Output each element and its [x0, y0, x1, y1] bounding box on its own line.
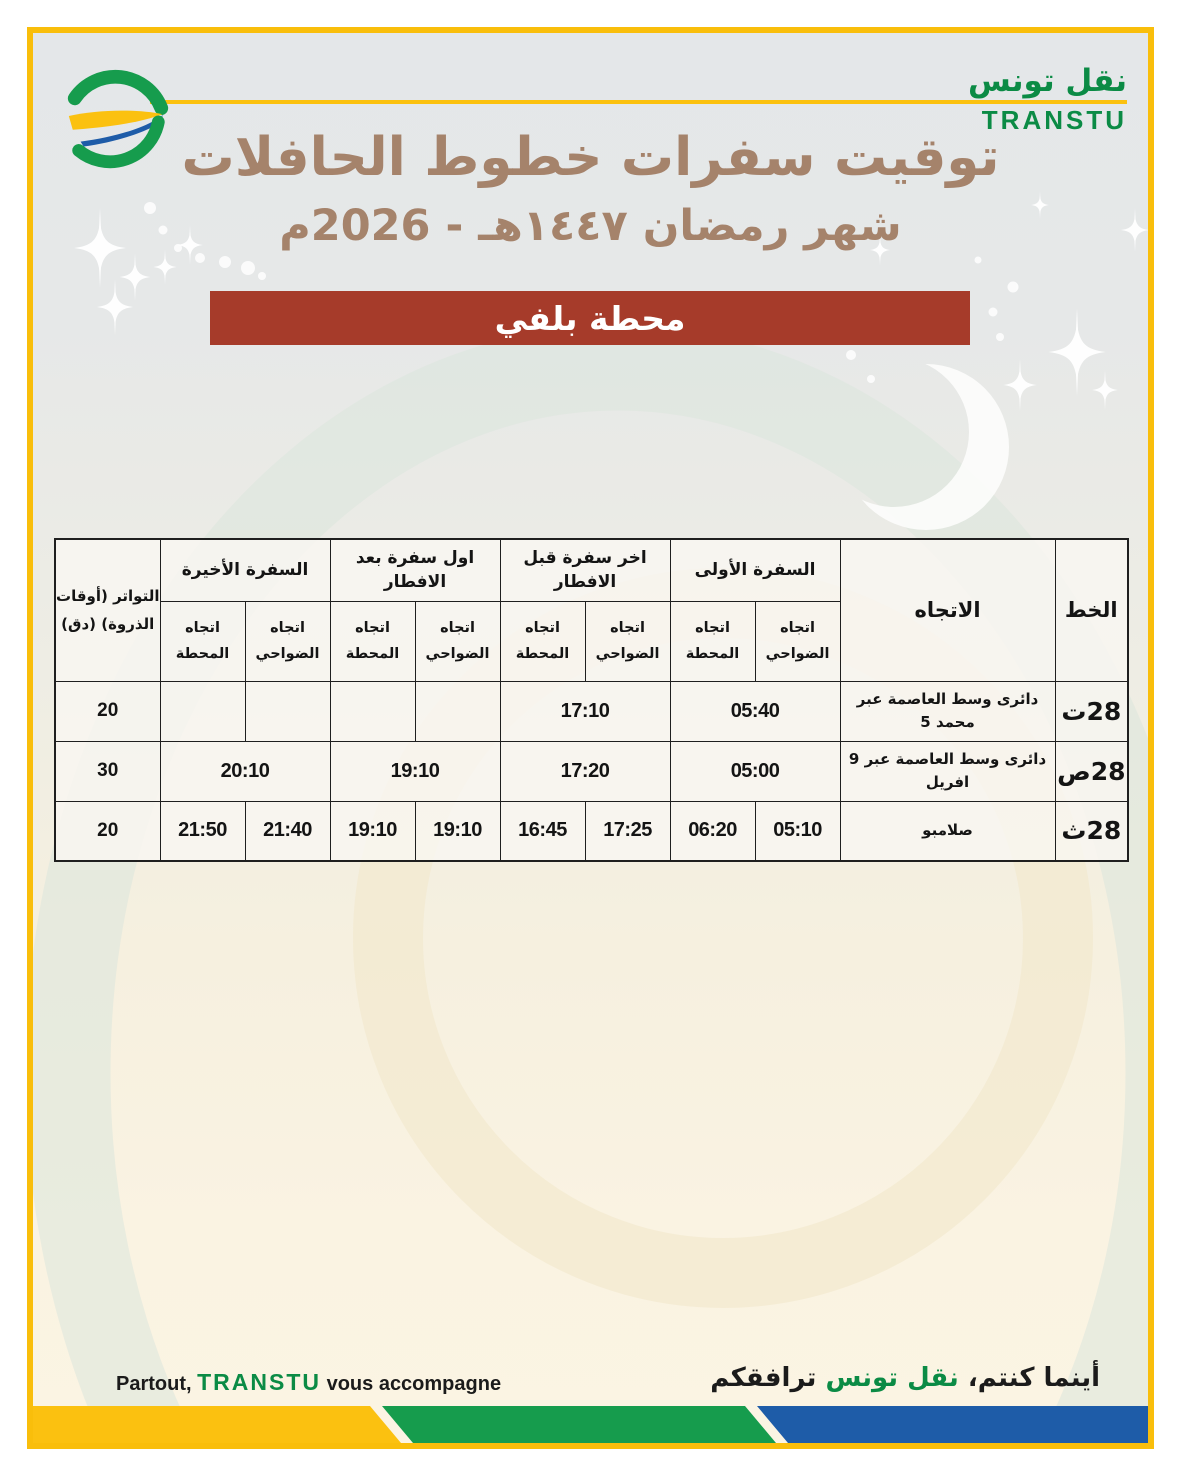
sage-arc-watermark [33, 325, 1148, 1443]
header-cell-direction: الاتجاه [839, 538, 1056, 682]
time-cell-first: 05:00 [669, 740, 841, 802]
subheader-word: اتجاه [780, 619, 815, 636]
subheader-suburbs: الضواحي [255, 646, 320, 662]
brand-name-arabic: نقل تونس [968, 63, 1127, 99]
stripe-blue [757, 1406, 1148, 1443]
time-cell-after-iftar: 19:10 [329, 740, 501, 802]
direction-cell: دائرى وسط العاصمة عبر محمد 5 [839, 680, 1056, 742]
footer-stripes [33, 1406, 1148, 1443]
time-cell-last-suburbs: 21:40 [244, 800, 331, 862]
subheader-station: المحطة [345, 646, 400, 662]
subheader-word: اتجاه [270, 619, 305, 636]
subheader-suburbs: الضواحي [765, 646, 830, 662]
time-cell-first-station: 06:20 [669, 800, 756, 862]
subheader-word: اتجاه [525, 619, 560, 636]
direction-cell: صلامبو [839, 800, 1056, 862]
subheader-word: اتجاه [355, 619, 390, 636]
footer-slogan-french: Partout, TRANSTU vous accompagne [116, 1369, 501, 1396]
page-title: توقيت سفرات خطوط الحافلات [181, 127, 1000, 188]
stripe-green [382, 1406, 776, 1443]
subheader-word: اتجاه [440, 619, 475, 636]
subheader-suburbs: الضواحي [425, 646, 490, 662]
time-cell-last-station [159, 680, 246, 742]
subheader-word: اتجاه [610, 619, 645, 636]
subheader-station: المحطة [175, 646, 230, 662]
footer-fr-suffix: vous accompagne [326, 1373, 502, 1395]
footer-ar-brand: نقل تونس [825, 1363, 959, 1393]
footer-ar-suffix: ترافقكم [710, 1363, 817, 1393]
time-cell-after-iftar-suburbs: 19:10 [414, 800, 501, 862]
stripe-yellow [33, 1406, 401, 1443]
subheader-last-station: اتجاه المحطة [159, 600, 246, 682]
page-subtitle: شهر رمضان ١٤٤٧هـ - 2026م [279, 201, 902, 251]
subheader-before-station: اتجاه المحطة [499, 600, 586, 682]
subheader-first-suburbs: اتجاه الضواحي [754, 600, 841, 682]
time-cell-first: 05:40 [669, 680, 841, 742]
time-cell-after-iftar-station: 19:10 [329, 800, 416, 862]
direction-cell: دائرى وسط العاصمة عبر 9 افريل [839, 740, 1056, 802]
frequency-cell: 20 [54, 800, 161, 862]
footer-ar-prefix: أينما كنتم، [967, 1363, 1100, 1393]
table-row: 28ت دائرى وسط العاصمة عبر محمد 5 05:40 1… [54, 680, 1129, 742]
header-divider-line [150, 100, 1127, 104]
subheader-last-suburbs: اتجاه الضواحي [244, 600, 331, 682]
header-cell-line: الخط [1054, 538, 1129, 682]
time-cell-first-suburbs: 05:10 [754, 800, 841, 862]
time-cell-after-iftar-suburbs [414, 680, 501, 742]
time-cell-before-iftar: 17:10 [499, 680, 671, 742]
subheader-suburbs: الضواحي [595, 646, 660, 662]
station-banner: محطة بلفي [210, 291, 970, 345]
time-cell-before-iftar-suburbs: 17:25 [584, 800, 671, 862]
footer-fr-brand: TRANSTU [197, 1369, 322, 1395]
line-number: 28ت [1054, 680, 1129, 742]
subheader-word: اتجاه [185, 619, 220, 636]
transtu-globe-logo-icon [67, 69, 169, 169]
subheader-station: المحطة [515, 646, 570, 662]
table-row: 28ث صلامبو 05:10 06:20 17:25 16:45 19:10… [54, 800, 1129, 862]
time-cell-last-station: 21:50 [159, 800, 246, 862]
poster-frame: نقل تونس TRANSTU توقيت سفرات خطوط الحافل… [27, 27, 1154, 1449]
frequency-cell: 20 [54, 680, 161, 742]
table-row: 28ص دائرى وسط العاصمة عبر 9 افريل 05:00 … [54, 740, 1129, 802]
time-cell-before-iftar: 17:20 [499, 740, 671, 802]
crescent-moon [843, 364, 1009, 530]
schedule-table: الخط الاتجاه السفرة الأولى اخر سفرة قبل … [54, 538, 1130, 862]
time-cell-last-suburbs [244, 680, 331, 742]
subheader-station: المحطة [685, 646, 740, 662]
subheader-after-suburbs: اتجاه الضواحي [414, 600, 501, 682]
poster-content: نقل تونس TRANSTU توقيت سفرات خطوط الحافل… [33, 33, 1148, 1443]
header-group-last-trip: السفرة الأخيرة [159, 538, 331, 602]
footer-slogan-arabic: أينما كنتم، نقل تونس ترافقكم [710, 1363, 1100, 1393]
time-cell-before-iftar-station: 16:45 [499, 800, 586, 862]
line-number: 28ث [1054, 800, 1129, 862]
frequency-cell: 30 [54, 740, 161, 802]
subheader-after-station: اتجاه المحطة [329, 600, 416, 682]
line-number: 28ص [1054, 740, 1129, 802]
header-group-first-trip: السفرة الأولى [669, 538, 841, 602]
subheader-before-suburbs: اتجاه الضواحي [584, 600, 671, 682]
header-cell-frequency: التواتر (أوقات الذروة) (دق) [54, 538, 161, 682]
header-group-last-before-iftar: اخر سفرة قبل الافطار [499, 538, 671, 602]
footer-fr-prefix: Partout, [116, 1373, 192, 1395]
header-group-first-after-iftar: اول سفرة بعد الافطار [329, 538, 501, 602]
time-cell-after-iftar-station [329, 680, 416, 742]
brand-name-latin: TRANSTU [981, 105, 1127, 135]
time-cell-last: 20:10 [159, 740, 331, 802]
subheader-word: اتجاه [695, 619, 730, 636]
station-banner-label: محطة بلفي [494, 298, 686, 338]
subheader-first-station: اتجاه المحطة [669, 600, 756, 682]
